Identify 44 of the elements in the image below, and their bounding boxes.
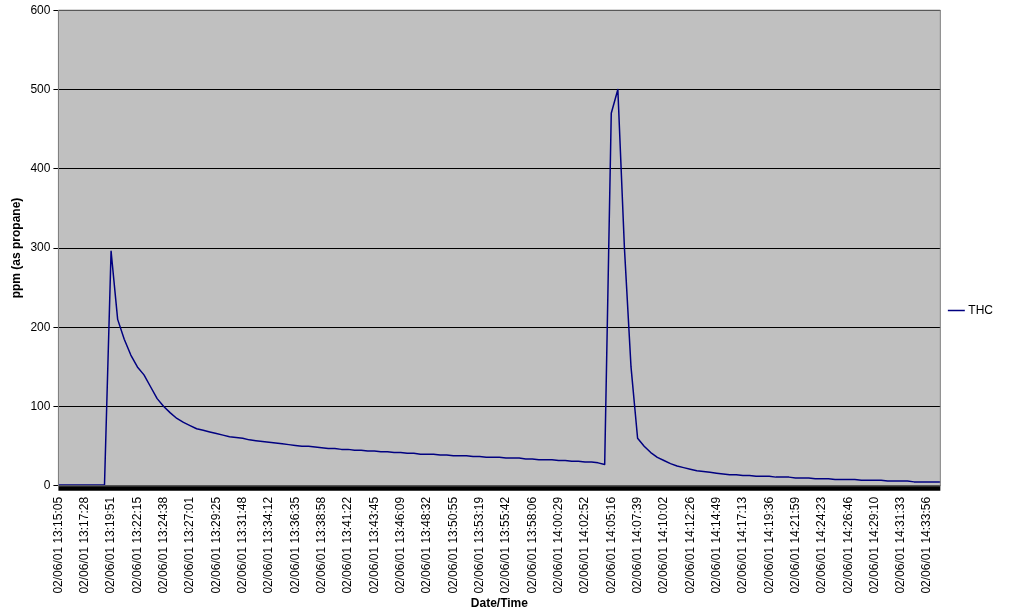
x-tick-label: 02/06/01 13:55:42 [498,496,513,594]
x-tick-label: 02/06/01 14:00:29 [550,496,565,594]
x-tick-label: 02/06/01 14:19:36 [761,496,776,594]
x-tick-label: 02/06/01 14:21:59 [787,496,802,594]
x-tick-label: 02/06/01 13:17:28 [77,496,92,594]
x-tick-label: 02/06/01 13:38:58 [313,496,328,594]
y-tick-label: 500 [30,81,51,96]
legend-label: THC [968,302,994,317]
x-tick-label: 02/06/01 14:05:16 [603,496,618,594]
x-tick-label: 02/06/01 13:34:12 [261,496,276,594]
y-tick-label: 600 [30,2,51,17]
x-tick-label: 02/06/01 13:22:15 [129,496,144,594]
y-tick-label: 300 [30,240,51,255]
x-tick-label: 02/06/01 14:14:49 [708,496,723,594]
x-tick-label: 02/06/01 13:27:01 [182,496,197,594]
x-tick-label: 02/06/01 14:07:39 [629,496,644,594]
x-tick-label: 02/06/01 14:24:23 [814,496,829,594]
y-tick-label: 200 [30,319,51,334]
x-tick-label: 02/06/01 13:31:48 [235,496,250,594]
y-tick-label: 0 [43,478,51,493]
x-tick-label: 02/06/01 14:02:52 [577,496,592,594]
x-tick-label: 02/06/01 13:43:45 [366,496,381,594]
x-tick-label: 02/06/01 13:36:35 [287,496,302,594]
x-tick-label: 02/06/01 13:19:51 [103,496,118,594]
y-tick-label: 400 [30,161,51,176]
x-tick-label: 02/06/01 14:10:02 [656,496,671,594]
y-tick-label: 100 [30,398,51,413]
x-tick-label: 02/06/01 13:15:05 [50,496,65,594]
x-tick-label: 02/06/01 13:50:55 [445,496,460,594]
x-tick-label: 02/06/01 14:17:13 [735,496,750,594]
x-tick-label: 02/06/01 14:26:46 [840,496,855,594]
x-tick-label: 02/06/01 13:24:38 [156,496,171,594]
x-axis-title: Date/Time [470,596,529,611]
x-tick-label: 02/06/01 13:41:22 [340,496,355,594]
x-tick-label: 02/06/01 14:29:10 [866,496,881,594]
x-tick-label: 02/06/01 13:53:19 [471,496,486,594]
x-tick-label: 02/06/01 14:31:33 [893,496,908,594]
x-tick-label: 02/06/01 13:58:06 [524,496,539,594]
x-tick-label: 02/06/01 14:33:56 [919,496,934,594]
y-axis-title: ppm (as propane) [8,197,23,299]
x-tick-label: 02/06/01 13:29:25 [208,496,223,594]
x-tick-label: 02/06/01 13:48:32 [419,496,434,594]
x-tick-label: 02/06/01 13:46:09 [392,496,407,594]
x-tick-label: 02/06/01 14:12:26 [682,496,697,594]
